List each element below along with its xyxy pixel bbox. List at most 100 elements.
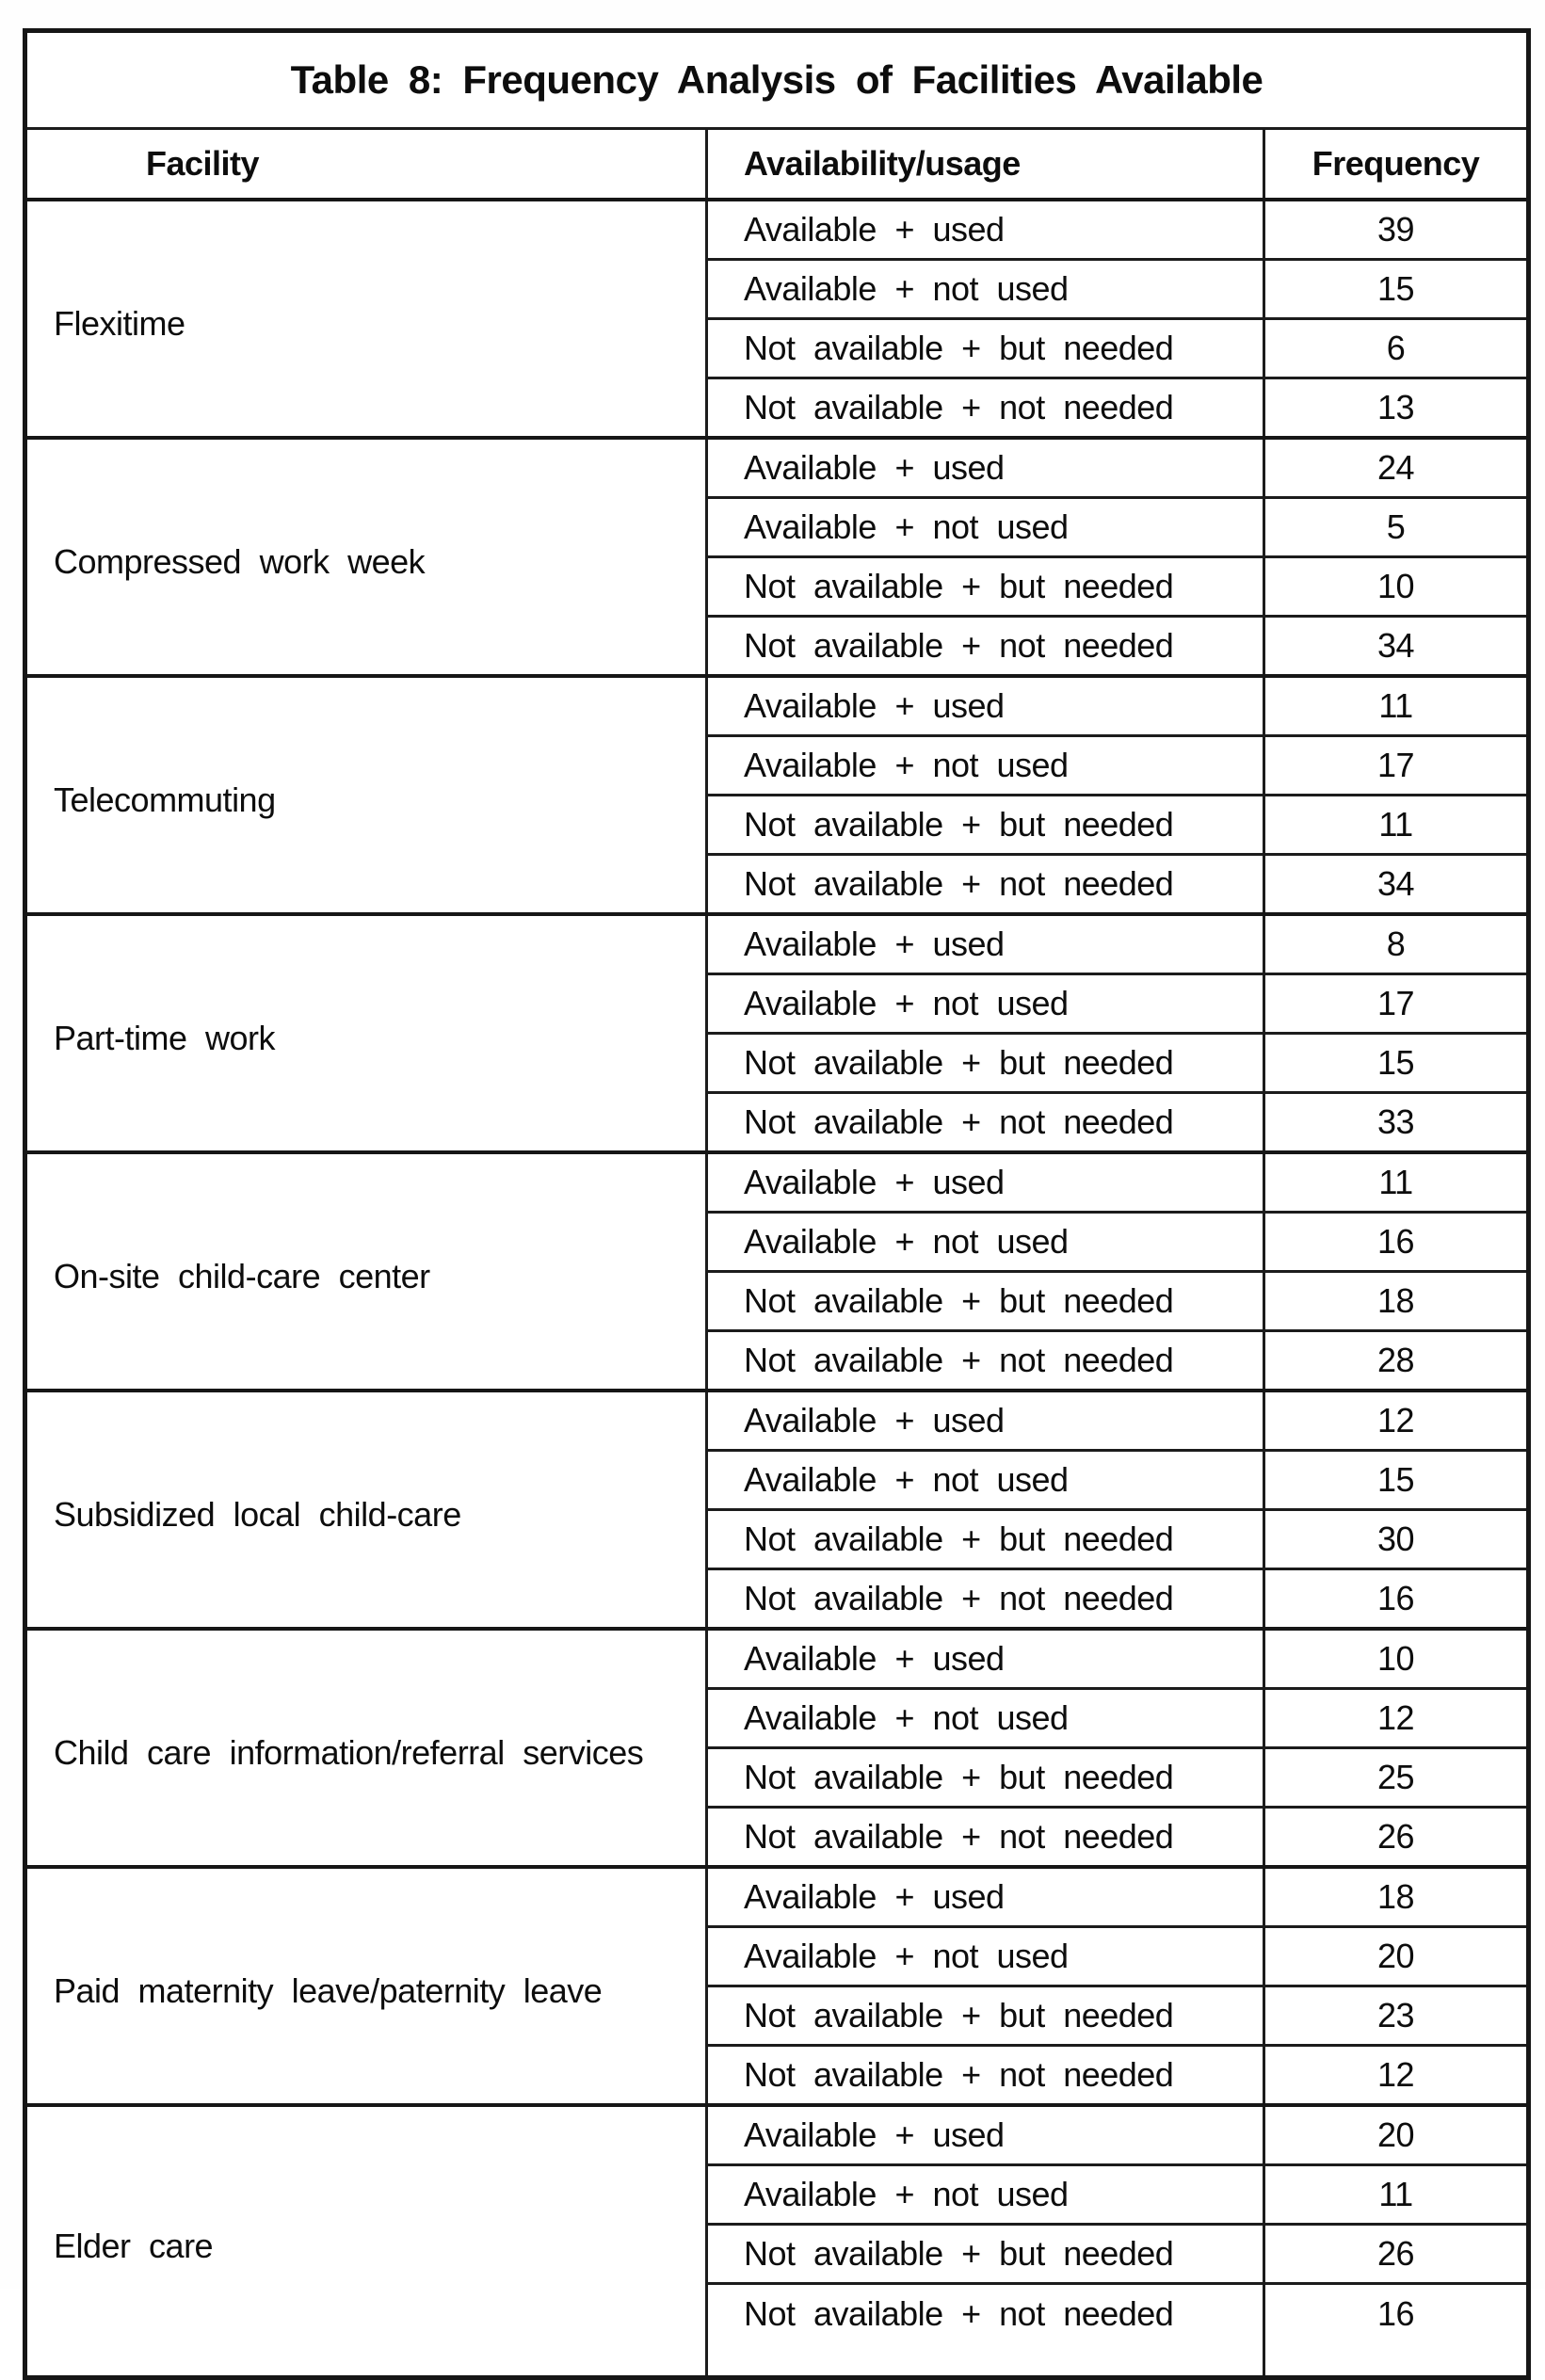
- frequency-cell: 20: [1262, 1925, 1531, 1987]
- frequency-cell: 34: [1262, 853, 1531, 916]
- frequency-cell: 33: [1262, 1091, 1531, 1154]
- frequency-cell: 11: [1262, 1150, 1531, 1214]
- frequency-cell: 12: [1262, 2044, 1531, 2107]
- availability-usage-cell: Available + not used: [705, 734, 1265, 796]
- frequency-cell: 15: [1262, 258, 1531, 320]
- frequency-cell: 10: [1262, 555, 1531, 618]
- facility-cell: Child care information/referral services: [24, 1627, 708, 1869]
- frequency-cell: 16: [1262, 2282, 1531, 2379]
- availability-usage-cell: Not available + but needed: [705, 317, 1265, 379]
- facility-cell: Subsidized local child-care: [24, 1389, 708, 1631]
- column-header-frequency: Frequency: [1262, 127, 1531, 201]
- frequency-cell: 30: [1262, 1508, 1531, 1570]
- frequency-cell: 18: [1262, 1865, 1531, 1928]
- availability-usage-cell: Not available + not needed: [705, 1329, 1265, 1392]
- table-row: Not available + not needed 16: [25, 1568, 1531, 1631]
- availability-usage-cell: Available + used: [705, 2103, 1265, 2166]
- frequency-analysis-table: Table 8: Frequency Analysis of Facilitie…: [23, 28, 1532, 2380]
- frequency-cell: 34: [1262, 615, 1531, 678]
- table-row: Not available + but needed 25: [25, 1746, 1531, 1809]
- frequency-cell: 10: [1262, 1627, 1531, 1690]
- table-row: Not available + not needed 13: [25, 377, 1531, 440]
- availability-usage-cell: Not available + but needed: [705, 794, 1265, 856]
- availability-usage-cell: Available + not used: [705, 2163, 1265, 2226]
- frequency-cell: 17: [1262, 973, 1531, 1035]
- table-row: Not available + but needed 6: [25, 317, 1531, 379]
- availability-usage-cell: Available + not used: [705, 1211, 1265, 1273]
- table-row: Subsidized local child-care Available + u…: [24, 1389, 1531, 1631]
- table-row: Available + not used 20: [25, 1925, 1531, 1987]
- availability-usage-cell: Not available + but needed: [705, 2223, 1265, 2285]
- table-row: Not available + not needed 28: [25, 1329, 1531, 1392]
- table-head: Table 8: Frequency Analysis of Facilitie…: [23, 29, 1531, 201]
- availability-usage-cell: Not available + not needed: [705, 2282, 1265, 2379]
- table-row: Available + not used 15: [25, 258, 1531, 320]
- table-row: Not available + but needed 18: [25, 1270, 1531, 1332]
- frequency-cell: 11: [1262, 2163, 1531, 2226]
- frequency-cell: 5: [1262, 496, 1531, 558]
- availability-usage-cell: Not available + but needed: [705, 1985, 1265, 2047]
- facility-cell: Compressed work week: [24, 436, 708, 678]
- table-row: Available + not used 5: [25, 496, 1531, 558]
- frequency-cell: 26: [1262, 1806, 1531, 1869]
- availability-usage-cell: Available + not used: [705, 496, 1265, 558]
- availability-usage-cell: Not available + not needed: [705, 377, 1265, 440]
- table-row: Not available + but needed 23: [25, 1985, 1531, 2047]
- availability-usage-cell: Not available + not needed: [705, 1806, 1265, 1869]
- frequency-cell: 28: [1262, 1329, 1531, 1392]
- availability-usage-cell: Not available + not needed: [705, 853, 1265, 916]
- availability-usage-cell: Available + used: [705, 1627, 1265, 1690]
- frequency-cell: 24: [1262, 436, 1531, 499]
- column-header-availability-usage: Availability/usage: [705, 127, 1265, 201]
- availability-usage-cell: Available + used: [705, 1150, 1265, 1214]
- table-row: Flexitime Available + used 39: [24, 198, 1531, 440]
- table-row: Not available + but needed 30: [25, 1508, 1531, 1570]
- availability-usage-cell: Available + not used: [705, 973, 1265, 1035]
- availability-usage-cell: Available + not used: [705, 1925, 1265, 1987]
- table-row: Not available + not needed 26: [25, 1806, 1531, 1869]
- table-row: Not available + but needed 11: [25, 794, 1531, 856]
- table-row: Part-time work Available + used 8: [24, 912, 1531, 1154]
- facility-cell: Flexitime: [24, 198, 708, 440]
- table-row: Not available + not needed 12: [25, 2044, 1531, 2107]
- frequency-cell: 26: [1262, 2223, 1531, 2285]
- availability-usage-cell: Not available + but needed: [705, 1270, 1265, 1332]
- availability-usage-cell: Available + used: [705, 436, 1265, 499]
- table-row: Not available + but needed 10: [25, 555, 1531, 618]
- facility-cell: Elder care: [24, 2103, 708, 2379]
- availability-usage-cell: Not available + not needed: [705, 2044, 1265, 2107]
- facility-cell: Telecommuting: [24, 674, 708, 916]
- table-row: Paid maternity leave/paternity leave Avai…: [24, 1865, 1531, 2107]
- frequency-cell: 20: [1262, 2103, 1531, 2166]
- availability-usage-cell: Available + used: [705, 1389, 1265, 1452]
- frequency-cell: 18: [1262, 1270, 1531, 1332]
- header-row: Facility Availability/usage Frequency: [24, 127, 1531, 201]
- table-row: Not available + not needed 34: [25, 615, 1531, 678]
- availability-usage-cell: Not available + not needed: [705, 615, 1265, 678]
- table-row: On-site child-care center Available + use…: [24, 1150, 1531, 1392]
- frequency-cell: 12: [1262, 1687, 1531, 1749]
- frequency-cell: 11: [1262, 674, 1531, 737]
- facility-cell: On-site child-care center: [24, 1150, 708, 1392]
- availability-usage-cell: Not available + but needed: [705, 1508, 1265, 1570]
- availability-usage-cell: Available + not used: [705, 258, 1265, 320]
- document-page: Table 8: Frequency Analysis of Facilitie…: [23, 28, 1532, 2380]
- frequency-cell: 8: [1262, 912, 1531, 975]
- availability-usage-cell: Available + used: [705, 912, 1265, 975]
- table-row: Available + not used 11: [25, 2163, 1531, 2226]
- table-body: Flexitime Available + used 39 Available + n…: [24, 198, 1531, 2379]
- table-row: Available + not used 16: [25, 1211, 1531, 1273]
- table-row: Not available + not needed 34: [25, 853, 1531, 916]
- availability-usage-cell: Available + used: [705, 198, 1265, 261]
- table-row: Child care information/referral services…: [24, 1627, 1531, 1869]
- frequency-cell: 39: [1262, 198, 1531, 261]
- table-row: Available + not used 15: [25, 1449, 1531, 1511]
- table-row: Compressed work week Available + used 24: [24, 436, 1531, 678]
- frequency-cell: 6: [1262, 317, 1531, 379]
- table-title: Table 8: Frequency Analysis of Facilitie…: [23, 29, 1531, 130]
- facility-cell: Part-time work: [24, 912, 708, 1154]
- frequency-cell: 15: [1262, 1032, 1531, 1094]
- availability-usage-cell: Available + used: [705, 674, 1265, 737]
- availability-usage-cell: Not available + but needed: [705, 1746, 1265, 1809]
- table-row: Available + not used 17: [25, 734, 1531, 796]
